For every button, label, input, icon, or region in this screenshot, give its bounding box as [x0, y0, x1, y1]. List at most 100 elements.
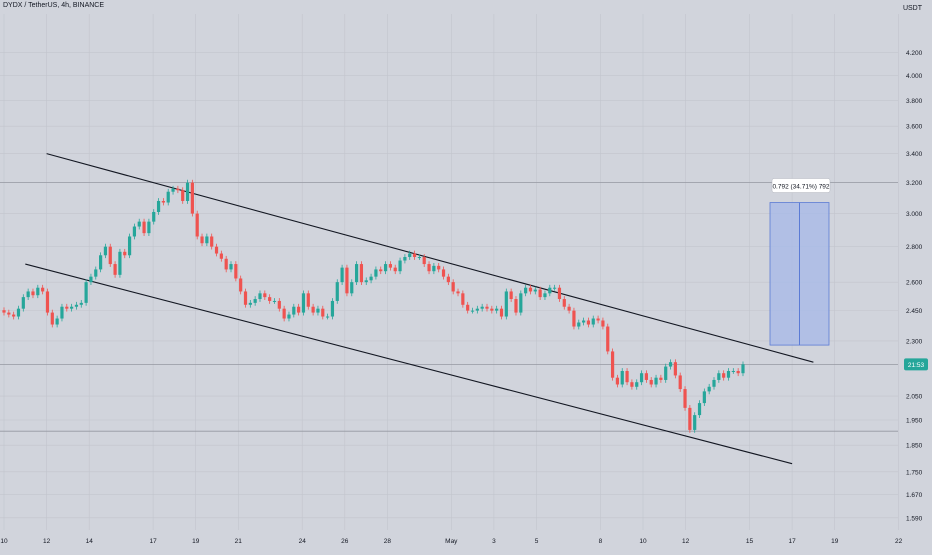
candle [659, 374, 663, 383]
y-tick-label: 2.300 [906, 338, 923, 345]
y-tick-label: 1.950 [906, 417, 923, 424]
candle-body [350, 282, 354, 294]
candle-body [741, 364, 745, 374]
candle [615, 374, 620, 388]
candle [374, 266, 378, 280]
candle [292, 303, 296, 318]
candle [693, 412, 697, 433]
candle [741, 361, 745, 377]
candle-body [731, 370, 735, 372]
candle [65, 303, 69, 312]
candle-body [326, 316, 330, 318]
candle [557, 284, 562, 302]
candle-body [403, 257, 407, 261]
candle [161, 198, 165, 206]
candle [214, 243, 219, 257]
candle-body [726, 370, 731, 378]
candle-body [495, 308, 499, 311]
candle-body [393, 267, 397, 272]
candle-body [398, 260, 402, 272]
candle-body [688, 407, 692, 430]
y-tick-label: 2.800 [906, 244, 923, 251]
candle [495, 305, 499, 314]
candle [321, 305, 325, 320]
candle [649, 377, 653, 388]
candle-body [65, 306, 69, 309]
candle-body [214, 246, 219, 254]
candle [504, 288, 508, 320]
candle [55, 315, 59, 328]
candle-body [340, 267, 344, 283]
candle-body [330, 300, 335, 317]
candle [543, 290, 547, 301]
candle [528, 284, 533, 295]
candle [354, 261, 359, 286]
candle-body [475, 308, 479, 311]
candle [127, 233, 132, 259]
candle-body [639, 373, 644, 383]
candle-body [697, 403, 702, 416]
candle [461, 290, 465, 308]
candle-body [610, 351, 615, 378]
candle [253, 296, 257, 306]
candle [485, 303, 489, 312]
candle [60, 303, 64, 322]
candle [219, 250, 223, 262]
candle [268, 294, 272, 304]
candle [210, 233, 214, 250]
candle [137, 218, 141, 230]
candle [45, 288, 50, 316]
channel-upper-line [46, 153, 814, 363]
candles [2, 179, 745, 433]
candle-body [118, 251, 122, 275]
candle-body [615, 377, 620, 385]
candle-body [345, 267, 349, 294]
candle-body [456, 291, 460, 294]
candle-body [480, 306, 484, 309]
candle-body [142, 221, 146, 234]
candle-body [601, 320, 605, 327]
candle [152, 209, 156, 225]
candle [673, 359, 677, 379]
x-tick-label: 28 [384, 538, 392, 545]
candle [36, 284, 40, 299]
candle [499, 305, 504, 320]
candle-body [316, 308, 320, 313]
candle [437, 262, 441, 273]
candle-body [335, 282, 339, 301]
candle [12, 311, 16, 320]
candle [7, 309, 11, 318]
symbol-title: DYDX / TetherUS, 4h, BINANCE [3, 2, 105, 9]
x-tick-label: 17 [149, 538, 157, 545]
candle [234, 261, 238, 282]
candle-body [383, 264, 388, 272]
candle [340, 264, 344, 286]
x-tick-label: 15 [746, 538, 754, 545]
candle-body [7, 312, 11, 315]
candle-body [277, 300, 281, 309]
x-tick-label: 10 [639, 538, 647, 545]
candle-body [514, 299, 518, 313]
candle [224, 255, 228, 273]
candle [350, 279, 354, 297]
candle-body [152, 211, 156, 222]
candle-body [519, 293, 523, 313]
candle-body [379, 269, 383, 272]
candle-body [635, 382, 639, 387]
x-axis: 10 12 14 17 19 21 24 26 28 May 3 5 8 10 12 15 17 19 22 [0, 538, 902, 545]
candle [108, 243, 112, 267]
candle [553, 284, 557, 291]
candle-body [644, 373, 648, 380]
candle [118, 248, 122, 278]
candle [311, 303, 315, 316]
candle-body [321, 308, 325, 317]
y-tick-label: 3.000 [906, 211, 923, 218]
candle-body [50, 312, 54, 325]
candle-body [374, 269, 378, 277]
candle-body [524, 287, 528, 294]
candle [524, 284, 528, 297]
candle [248, 299, 252, 308]
candle [156, 198, 161, 215]
